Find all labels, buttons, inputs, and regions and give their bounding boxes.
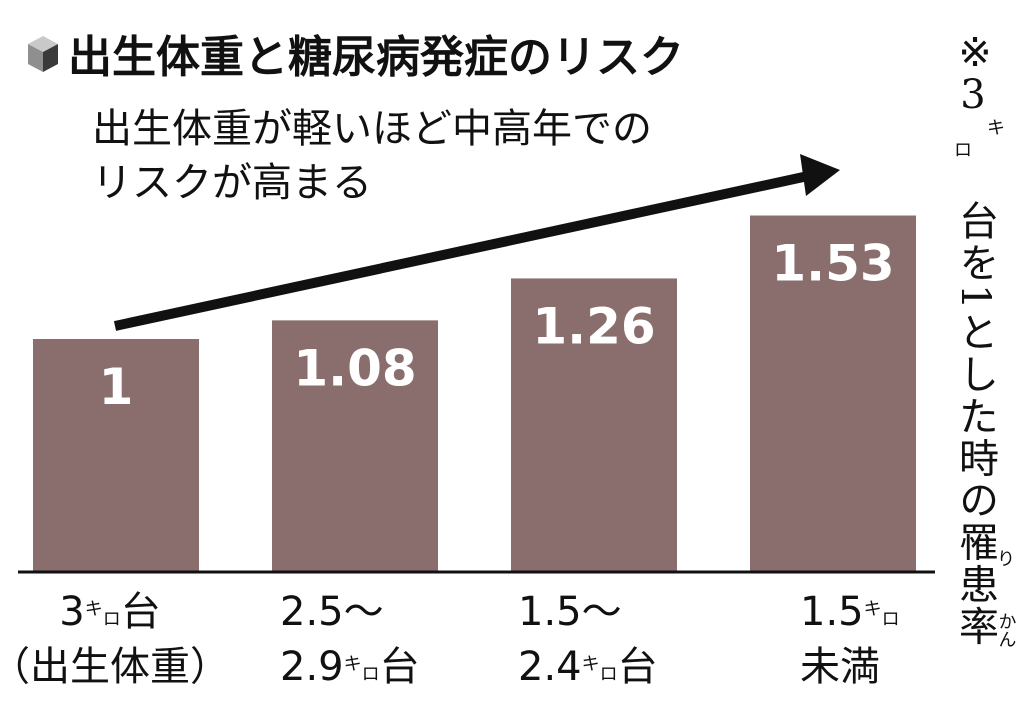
note-mark: ※ <box>958 30 992 76</box>
category-label-part: 1.5 <box>800 589 864 635</box>
bar-value-label-4: 1.53 <box>771 235 894 293</box>
category-label-part: ロ <box>103 609 121 630</box>
category-label-part: 2.4 <box>518 644 582 690</box>
category-label-line-7: 1.5キロ <box>800 589 900 635</box>
bar-2 <box>272 320 438 572</box>
category-label-line-6: 2.4キロ台 <box>518 644 658 690</box>
note-digit: 3 <box>960 72 985 118</box>
category-label-part: ロ <box>600 664 618 685</box>
chart-title: 出生体重と糖尿病発症のリスク <box>68 32 684 83</box>
category-label-line-8: 未満 <box>800 644 880 690</box>
note-unit-ki: キ <box>987 118 1005 139</box>
trend-arrow <box>113 154 840 331</box>
category-label-part: ロ <box>362 664 380 685</box>
bar-value-label-1: 1 <box>99 358 134 416</box>
category-label-line-2: （出生体重） <box>0 644 230 690</box>
bar-1 <box>33 339 199 572</box>
category-label-part: 1.5〜 <box>518 589 622 635</box>
bar-value-label-2: 1.08 <box>293 339 416 397</box>
bars: 1 1.08 1.26 1.53 <box>33 215 916 572</box>
cube-icon <box>28 36 58 72</box>
category-label-part: キ <box>85 599 103 620</box>
note-vertical: ※ 3 キ ロ 台を1とした時の罹患率 り かん <box>952 30 1017 648</box>
subtitle-line-1: 出生体重が軽いほど中高年での <box>92 106 652 152</box>
note-unit-ro: ロ <box>954 140 972 161</box>
category-label-part: キ <box>864 599 882 620</box>
category-label-part: 2.9 <box>280 644 344 690</box>
ruby-kan: かん <box>996 612 1017 648</box>
category-label-line-4: 2.9キロ台 <box>280 644 420 690</box>
category-label-part: 未満 <box>800 644 880 690</box>
category-label-part: キ <box>344 654 362 675</box>
category-label-line-5: 1.5〜 <box>518 589 622 635</box>
subtitle: 出生体重が軽いほど中高年での リスクが高まる <box>92 106 652 206</box>
category-label-line-3: 2.5〜 <box>280 589 384 635</box>
bar-value-label-3: 1.26 <box>532 297 655 355</box>
category-label-part: ロ <box>882 609 900 630</box>
category-label-part: キ <box>582 654 600 675</box>
bar-3 <box>511 278 677 572</box>
category-label-part: 2.5〜 <box>280 589 384 635</box>
category-label-part: 台 <box>618 644 658 690</box>
bar-4 <box>750 215 916 572</box>
category-label-part: 台 <box>121 589 161 635</box>
category-label-part: 台 <box>380 644 420 690</box>
subtitle-line-2: リスクが高まる <box>92 160 372 206</box>
category-label-part: 3 <box>59 589 84 635</box>
category-label-line-1: 3キロ台 <box>59 589 160 635</box>
category-label-part: （出生体重） <box>0 644 230 690</box>
ruby-ri: り <box>997 549 1015 570</box>
note-text: 台を1とした時の罹患率 <box>952 200 998 647</box>
